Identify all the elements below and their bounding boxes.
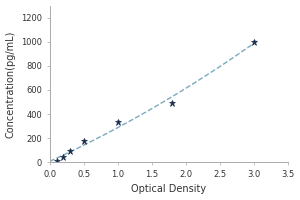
Y-axis label: Concentration(pg/mL): Concentration(pg/mL) bbox=[6, 30, 16, 138]
X-axis label: Optical Density: Optical Density bbox=[131, 184, 206, 194]
